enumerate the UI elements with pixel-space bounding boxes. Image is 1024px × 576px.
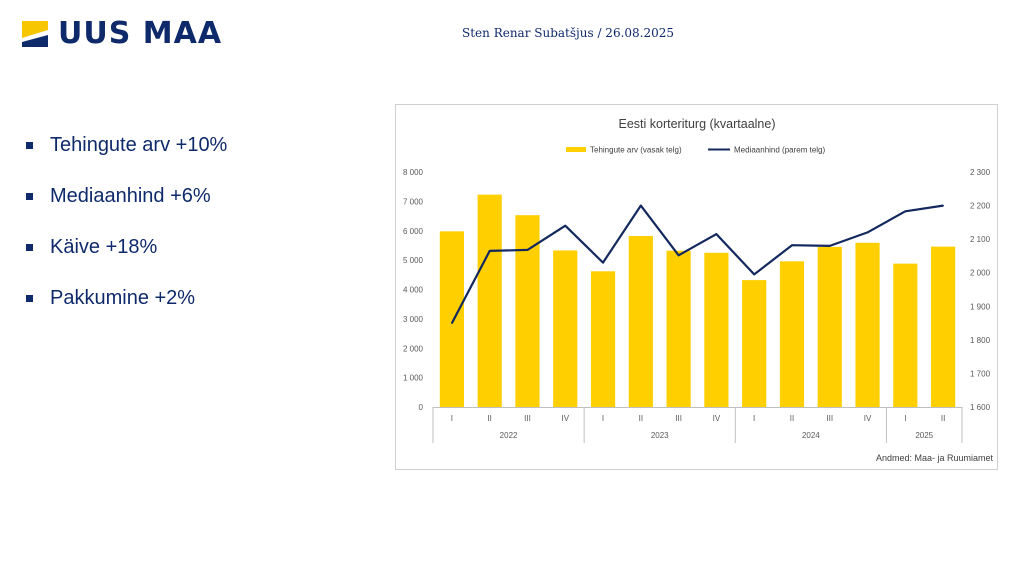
left-axis-tick-label: 2 000 <box>403 344 424 353</box>
line-point-mediaanhind <box>677 254 680 257</box>
bullet-item: Pakkumine +2% <box>26 281 227 315</box>
bar-tehingute-arv <box>477 194 502 407</box>
bar-tehingute-arv <box>855 242 880 407</box>
right-axis-tick-label: 1 700 <box>970 369 991 378</box>
left-axis-tick-label: 4 000 <box>403 286 424 295</box>
x-axis-quarter-label: II <box>941 414 945 423</box>
bullet-square-icon <box>26 192 33 200</box>
plot-area: 0 1 000 2 000 3 000 4 000 5 000 6 000 7 000 8 00… <box>403 168 991 443</box>
legend-line-label: Mediaanhind (parem telg) <box>734 146 825 155</box>
bar-tehingute-arv <box>666 250 691 407</box>
left-axis-tick-label: 3 000 <box>403 315 424 324</box>
line-point-mediaanhind <box>451 322 453 324</box>
right-axis-tick-label: 2 300 <box>970 168 991 177</box>
bullet-square-icon <box>26 294 33 302</box>
chart-panel: Eesti korteriturg (kvartaalne) Tehingute… <box>395 104 998 470</box>
legend-bar-swatch <box>566 147 586 152</box>
x-axis-quarter-label: IV <box>864 414 872 423</box>
bar-tehingute-arv <box>515 215 540 407</box>
byline: Sten Renar Subatšjus / 26.08.2025 <box>462 26 675 40</box>
line-mediaanhind <box>450 204 944 324</box>
logo-mark-icon <box>22 21 48 47</box>
chart-svg: Eesti korteriturg (kvartaalne) Tehingute… <box>403 117 994 463</box>
line-point-mediaanhind <box>564 224 567 227</box>
bullet-text: Käive +18% <box>50 235 158 258</box>
bullet-text: Tehingute arv +10% <box>50 133 228 156</box>
line-point-mediaanhind <box>602 261 604 264</box>
chart-title: Eesti korteriturg (kvartaalne) <box>618 117 775 131</box>
line-point-mediaanhind <box>640 204 642 207</box>
x-axis-year-label: 2023 <box>651 431 669 440</box>
bullet-square-icon <box>26 243 33 251</box>
right-axis-tick-label: 2 000 <box>970 269 991 278</box>
line-point-mediaanhind <box>715 233 718 235</box>
bar-tehingute-arv <box>553 250 578 407</box>
bullet-list: Tehingute arv +10% Mediaanhind +6% Käive… <box>26 128 227 332</box>
line-point-mediaanhind <box>526 249 529 251</box>
left-axis-tick-label: 7 000 <box>403 197 424 206</box>
chart-source: Andmed: Maa- ja Ruumiamet <box>876 453 994 463</box>
left-axis-tick-label: 5 000 <box>403 256 424 265</box>
bar-tehingute-arv <box>742 280 767 407</box>
x-axis-quarter-label: IV <box>713 414 721 423</box>
line-point-mediaanhind <box>904 210 907 213</box>
x-axis-year-label: 2022 <box>500 431 518 440</box>
chart-legend: Tehingute arv (vasak telg) Mediaanhind (… <box>566 146 825 155</box>
line-point-mediaanhind <box>488 250 491 252</box>
bullet-text: Mediaanhind +6% <box>50 184 211 207</box>
line-point-mediaanhind <box>753 273 755 276</box>
bullet-item: Mediaanhind +6% <box>26 179 227 213</box>
x-axis-quarter-label: III <box>675 414 682 423</box>
x-axis-year-label: 2025 <box>915 431 933 440</box>
right-axis-tick-label: 2 200 <box>970 202 991 211</box>
x-axis-quarter-label: II <box>639 414 643 423</box>
logo-text: UUS MAA <box>58 16 223 51</box>
logo: UUS MAA <box>22 16 222 52</box>
x-axis-quarter-label: II <box>487 414 491 423</box>
bar-tehingute-arv <box>439 231 464 407</box>
right-axis-tick-label: 2 100 <box>970 235 991 244</box>
line-point-mediaanhind <box>942 204 944 207</box>
bar-tehingute-arv <box>628 236 653 407</box>
right-axis-tick-label: 1 800 <box>970 336 991 345</box>
bar-tehingute-arv <box>779 261 805 407</box>
left-axis-tick-label: 0 <box>419 403 424 412</box>
x-axis-quarter-label: IV <box>561 414 569 423</box>
bullet-square-icon <box>26 141 33 149</box>
legend-bar-label: Tehingute arv (vasak telg) <box>590 146 682 155</box>
x-axis-quarter-label: II <box>790 414 794 423</box>
line-point-mediaanhind <box>791 244 793 246</box>
bar-tehingute-arv <box>893 263 918 407</box>
right-axis-tick-label: 1 900 <box>970 302 991 311</box>
line-point-mediaanhind <box>828 245 831 247</box>
left-axis-tick-label: 1 000 <box>403 374 424 383</box>
left-axis-tick-label: 6 000 <box>403 227 424 236</box>
bar-tehingute-arv <box>704 252 729 407</box>
left-axis-tick-label: 8 000 <box>403 168 424 177</box>
bar-tehingute-arv <box>931 246 956 407</box>
x-axis-quarter-label: I <box>753 414 755 423</box>
bullet-item: Tehingute arv +10% <box>26 128 227 162</box>
x-axis-quarter-label: III <box>524 414 531 423</box>
x-axis-quarter-label: I <box>451 414 453 423</box>
bullet-item: Käive +18% <box>26 230 227 264</box>
bullet-text: Pakkumine +2% <box>50 286 196 309</box>
x-axis-quarter-label: I <box>904 414 906 423</box>
bar-tehingute-arv <box>590 271 616 407</box>
bar-tehingute-arv <box>817 246 842 407</box>
right-axis-tick-label: 1 600 <box>970 403 991 412</box>
line-point-mediaanhind <box>866 231 869 234</box>
x-axis-year-label: 2024 <box>802 431 820 440</box>
x-axis-quarter-label: I <box>602 414 604 423</box>
x-axis-quarter-label: III <box>826 414 833 423</box>
